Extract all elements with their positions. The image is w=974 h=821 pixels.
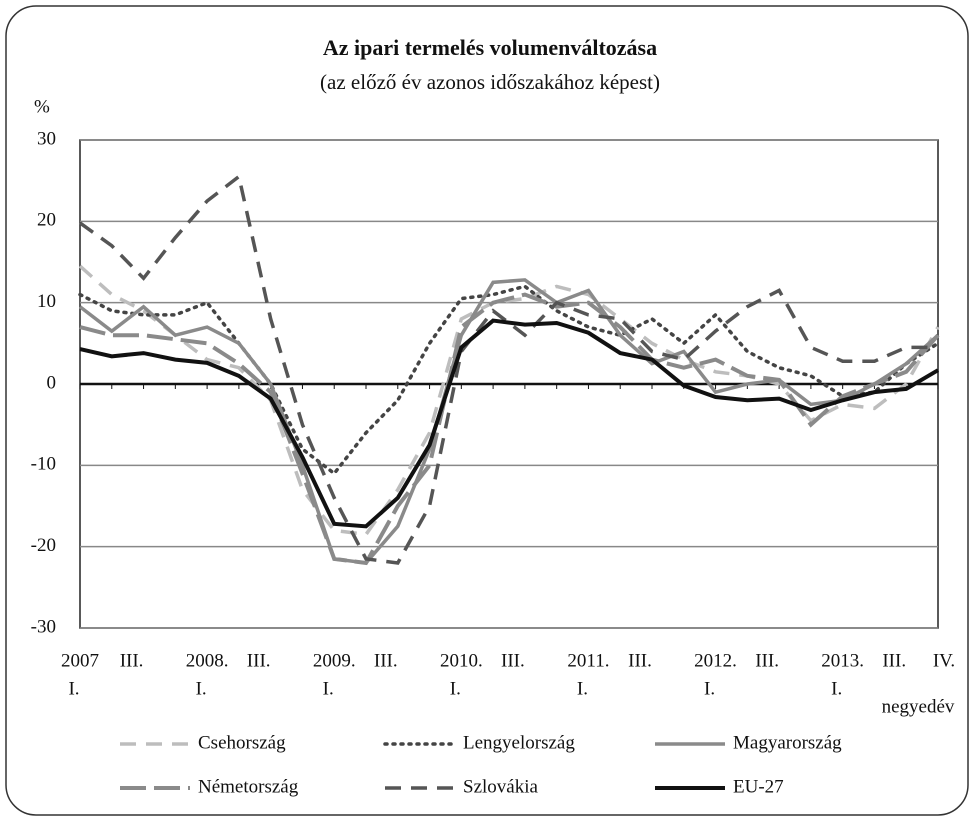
x-tick-label: I. [831,678,842,699]
x-tick-label: III. [374,650,398,671]
y-tick-label: 0 [47,372,57,393]
y-tick-label: -30 [31,616,56,637]
x-tick-label: I. [704,678,715,699]
y-tick-label: 30 [37,128,56,149]
x-tick-label: I. [196,678,207,699]
series-line [79,318,940,529]
series-line [78,173,938,565]
legend-label: Csehország [198,732,286,753]
series-line [79,292,940,566]
y-tick-label: -10 [31,454,56,475]
y-tick-label: 10 [37,291,56,312]
x-unit: negyedév [882,696,955,717]
x-year-label: 2007 [61,650,99,671]
x-tick-label: IV. [933,650,955,671]
x-tick-label: III. [755,650,779,671]
chart-subtitle: (az előző év azonos időszakához képest) [320,70,660,94]
x-tick-label: I. [577,678,588,699]
legend-label: Németország [198,776,299,797]
x-tick-label: III. [628,650,652,671]
x-year-label: 2009. [313,650,356,671]
x-year-label: 2012. [694,650,737,671]
x-year-label: 2008. [186,650,229,671]
y-tick-label: 20 [37,210,56,231]
y-tick-label: -20 [31,535,56,556]
series-line [78,278,940,565]
legend-label: Szlovákia [463,776,538,797]
x-year-label: 2013. [821,650,864,671]
legend-label: EU-27 [733,776,784,797]
x-tick-label: III. [247,650,271,671]
x-tick-label: III. [120,650,144,671]
y-unit: % [34,96,50,117]
frame [5,5,969,816]
x-tick-label: I. [323,678,334,699]
legend-label: Lengyelország [463,732,575,753]
x-tick-label: III. [501,650,525,671]
x-tick-label: I. [68,678,79,699]
chart-title: Az ipari termelés volumenváltozása [323,35,657,60]
x-tick-label: III. [882,650,906,671]
x-tick-label: I. [450,678,461,699]
legend-label: Magyarország [733,732,842,753]
series-line [78,284,940,476]
x-year-label: 2010. [440,650,483,671]
x-year-label: 2011. [567,650,609,671]
